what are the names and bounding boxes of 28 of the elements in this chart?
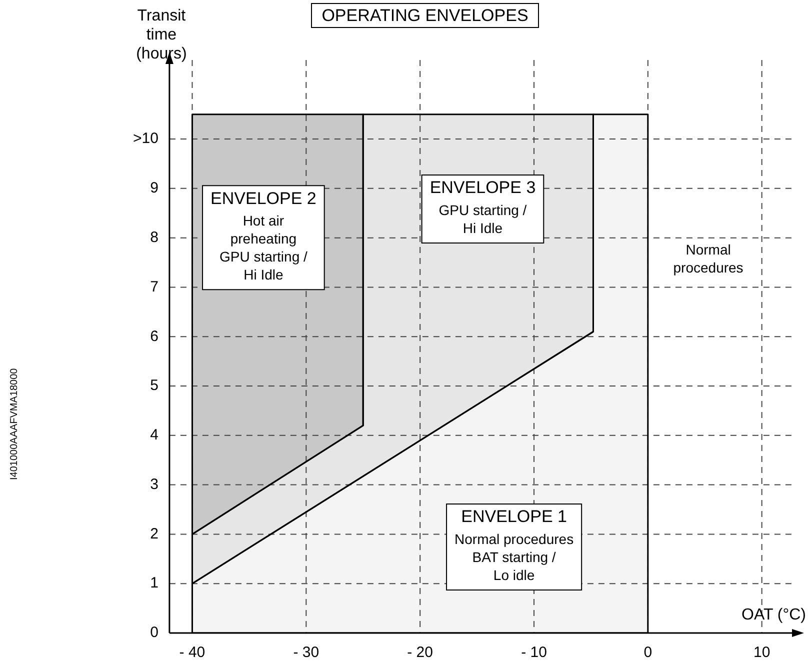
- x-tick-label: - 20: [407, 644, 433, 662]
- y-tick-label: 7: [150, 278, 158, 296]
- y-tick-label: >10: [132, 130, 158, 148]
- series-label: ENVELOPE 2: [210, 188, 316, 208]
- y-tick-label: 5: [150, 377, 158, 394]
- x-tick-label: - 10: [521, 644, 547, 662]
- x-tick-label: 0: [644, 644, 652, 662]
- annotation: GPU starting / Hi Idle: [438, 202, 527, 236]
- annotation: Normal procedures BAT starting / Lo idle: [454, 530, 574, 583]
- series-label: ENVELOPE 1: [461, 507, 567, 526]
- annotation: Hot air preheating GPU starting / Hi Idle: [219, 212, 308, 282]
- y-tick-label: 0: [150, 624, 158, 642]
- x-axis-title: OAT (°C): [742, 606, 806, 624]
- y-axis-title: Transit time (hours): [136, 7, 187, 62]
- y-tick-label: 1: [150, 574, 158, 592]
- x-tick-label: 10: [753, 644, 770, 662]
- y-tick-label: 8: [150, 228, 158, 246]
- chart-title: OPERATING ENVELOPES: [310, 3, 540, 28]
- y-tick-label: 3: [150, 476, 158, 493]
- y-tick-label: 9: [150, 180, 158, 197]
- text: I401000AAAFVMA18000: [8, 368, 20, 480]
- x-tick-label: - 40: [179, 644, 206, 662]
- x-tick-label: - 30: [293, 644, 320, 662]
- y-tick-label: 2: [150, 525, 158, 542]
- y-tick-label: 6: [150, 328, 158, 345]
- y-tick-label: 4: [150, 426, 158, 444]
- series-label: ENVELOPE 3: [430, 178, 536, 198]
- annotation: Normal procedures: [673, 241, 744, 276]
